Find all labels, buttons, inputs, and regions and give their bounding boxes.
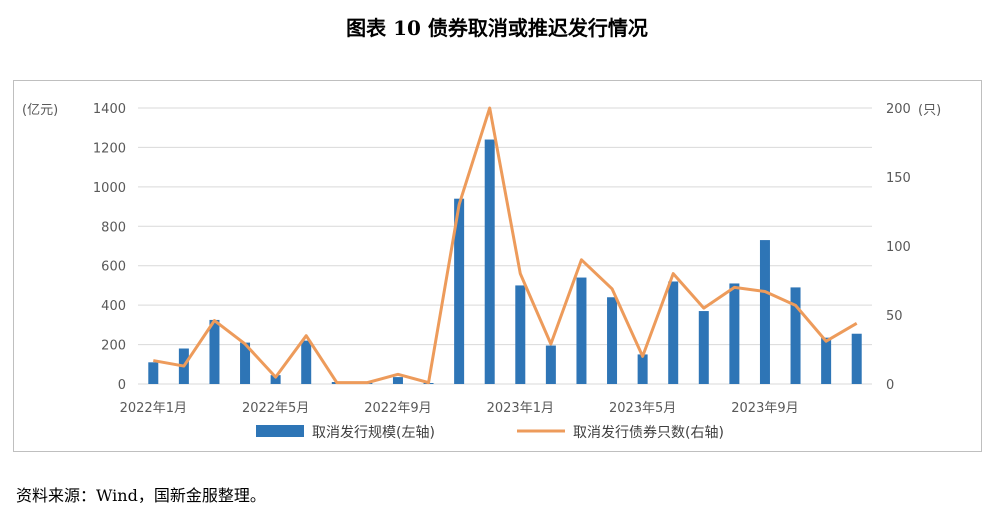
bar [148,362,159,384]
bar [545,345,556,384]
bar [698,311,709,384]
right-tick-label: 50 [886,309,903,324]
source-note: 资料来源：Wind，国新金服整理。 [16,486,266,505]
legend: 取消发行规模(左轴) 取消发行债券只数(右轴) [256,425,724,441]
chart-frame: 0 200 400 600 800 1000 1200 1400 0 50 100 150 200 2… [13,80,982,452]
bar [515,285,526,384]
bar [821,337,832,384]
combo-chart: 0 200 400 600 800 1000 1200 1400 0 50 100 150 200 2… [22,102,941,441]
right-tick-label: 0 [886,378,894,393]
bar [484,139,495,384]
left-axis: 0 200 400 600 800 1000 1200 1400 [93,102,126,393]
left-tick-label: 1200 [93,141,126,156]
line-series [153,106,858,385]
x-axis: 2022年1月 2022年5月 2022年9月 2023年1月 2023年5月 2023年… [120,401,799,416]
bar [209,319,220,384]
right-tick-label: 150 [886,171,911,186]
x-tick-label: 2022年1月 [120,401,187,416]
legend-swatch-bar [256,425,304,437]
right-tick-label: 100 [886,240,911,255]
series-line [153,106,858,385]
right-tick-label: 200 [886,102,911,117]
bar [270,375,281,384]
left-tick-label: 1000 [93,181,126,196]
legend-label-bar: 取消发行规模(左轴) [312,425,435,441]
left-tick-label: 200 [101,339,126,354]
bar [576,277,587,384]
bar [240,342,251,384]
bar-series [148,139,862,384]
right-axis: 0 50 100 150 200 [886,102,911,393]
left-tick-label: 800 [101,220,126,235]
figure-title: 图表 10 债券取消或推迟发行情况 [346,16,648,40]
bar [759,240,770,384]
x-tick-label: 2023年1月 [487,401,554,416]
bar [637,354,648,384]
bar [668,281,679,384]
left-tick-label: 400 [101,299,126,314]
bar [607,297,618,384]
bar [392,377,403,384]
bar [790,287,801,384]
x-tick-label: 2023年9月 [731,401,798,416]
bar [729,283,740,384]
x-tick-label: 2022年5月 [242,401,309,416]
bar [851,333,862,384]
left-tick-label: 1400 [93,102,126,117]
legend-label-line: 取消发行债券只数(右轴) [573,425,724,441]
right-axis-unit: (只) [918,103,941,118]
bar [454,198,465,384]
bar [301,340,312,384]
left-tick-label: 600 [101,260,126,275]
left-tick-label: 0 [118,378,126,393]
x-tick-label: 2022年9月 [364,401,431,416]
x-tick-label: 2023年5月 [609,401,676,416]
left-axis-unit: (亿元) [22,103,58,118]
